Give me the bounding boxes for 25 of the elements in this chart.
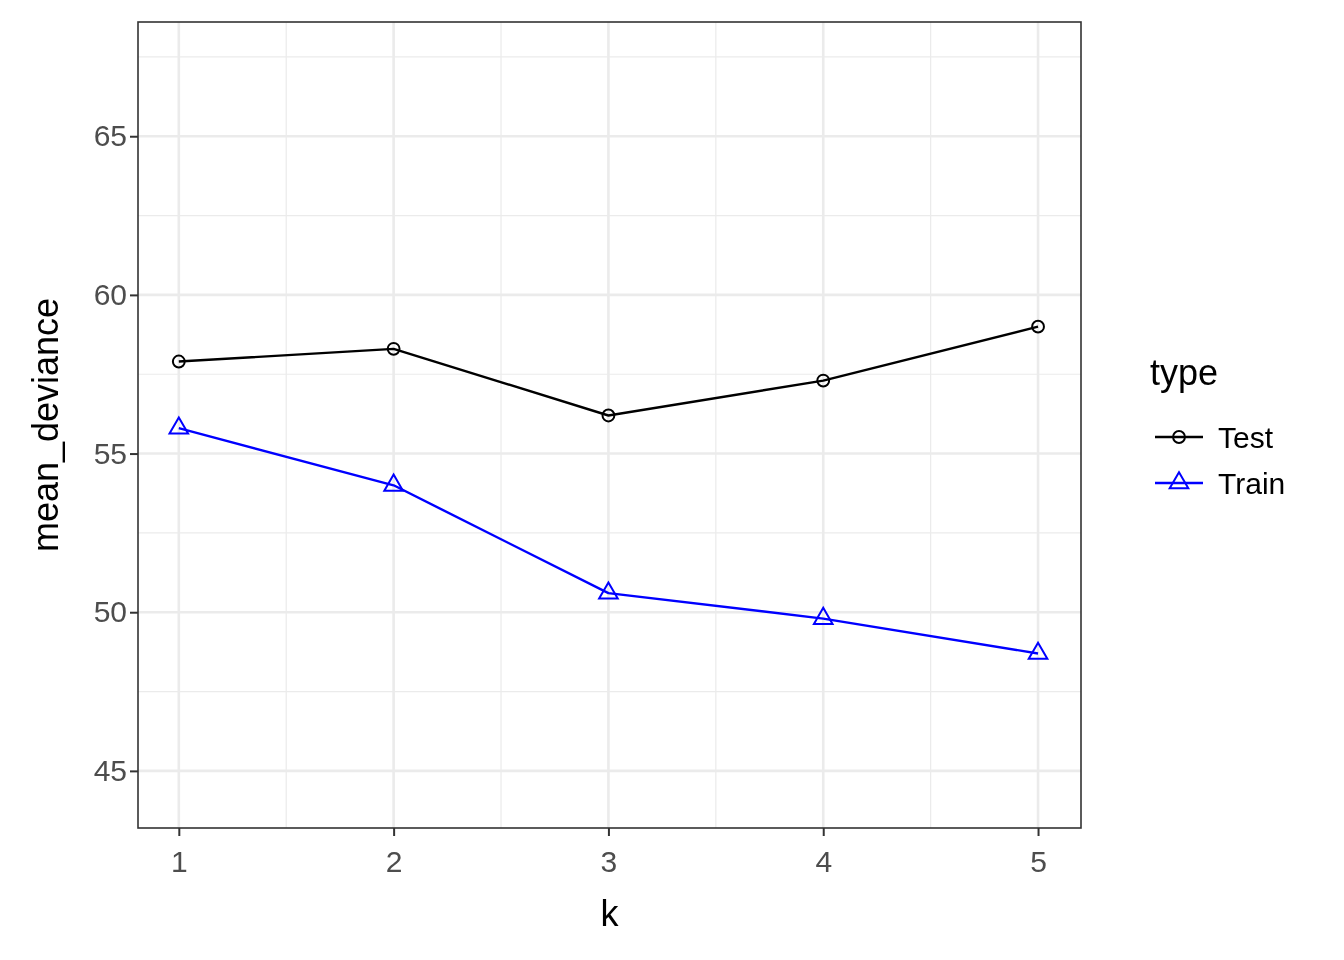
y-tick-label: 60 <box>93 278 127 311</box>
point <box>1031 319 1045 334</box>
point <box>598 581 619 600</box>
legend-label: Test <box>1218 421 1274 454</box>
x-tick-label: 2 <box>385 845 403 878</box>
x-tick-label: 1 <box>170 845 188 878</box>
y-tick-label: 45 <box>93 753 127 787</box>
point <box>812 606 834 625</box>
y-tick-label: 50 <box>93 595 127 629</box>
x-tick-label: 3 <box>600 845 618 878</box>
point <box>383 473 404 492</box>
x-tick-label: 4 <box>815 845 833 878</box>
point <box>1027 641 1049 660</box>
y-axis-title: mean_deviance <box>25 297 66 553</box>
y-tick-label: 55 <box>93 436 127 470</box>
point <box>168 416 190 435</box>
point <box>816 373 831 388</box>
x-tick-label: 5 <box>1030 845 1047 878</box>
y-tick-label: 65 <box>93 119 127 153</box>
point <box>171 354 186 369</box>
point <box>386 341 401 356</box>
legend-title: type <box>1150 352 1219 393</box>
point <box>601 408 616 423</box>
legend-label: Train <box>1218 467 1286 500</box>
x-axis-title: k <box>600 893 620 934</box>
